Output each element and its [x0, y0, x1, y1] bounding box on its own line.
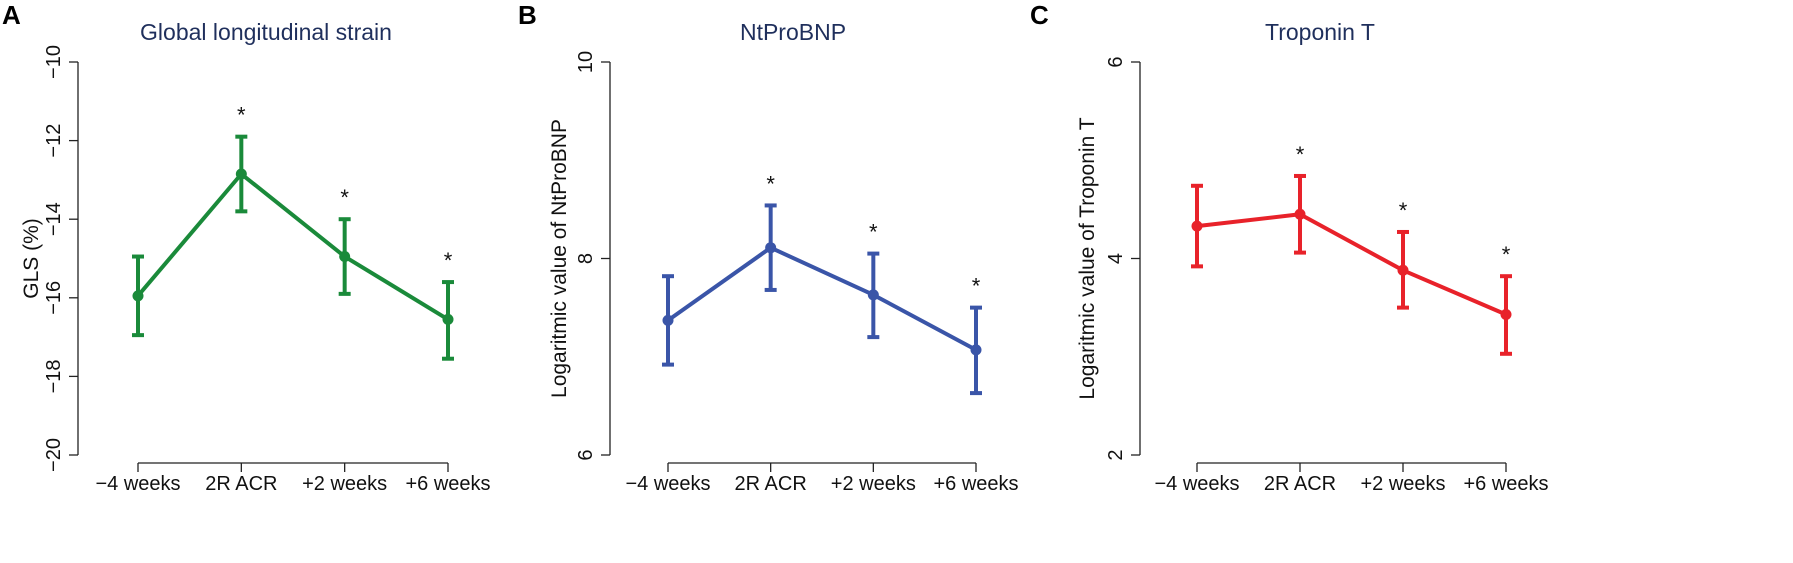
significance-marker: * — [237, 103, 246, 128]
y-tick-label: −14 — [43, 202, 65, 236]
data-point — [1500, 309, 1512, 321]
data-point — [662, 314, 674, 326]
data-point — [1294, 208, 1306, 220]
data-point — [132, 290, 144, 302]
chart-title: Global longitudinal strain — [140, 19, 392, 45]
x-tick-label: −4 weeks — [95, 473, 180, 495]
y-tick-label: 6 — [1105, 56, 1127, 67]
x-tick-label: +6 weeks — [1463, 473, 1548, 495]
significance-marker: * — [869, 220, 878, 245]
y-axis-title: Logaritmic value of NtProBNP — [548, 119, 571, 398]
x-tick-label: −4 weeks — [1154, 473, 1239, 495]
y-tick-label: 6 — [575, 449, 597, 460]
y-tick-label: 4 — [1105, 253, 1127, 264]
significance-marker: * — [1296, 142, 1305, 167]
data-point — [339, 251, 351, 263]
chart-panel-c: C Troponin T 2 4 6 Logaritmic value of Tropon… — [1030, 0, 1549, 495]
data-point — [1397, 264, 1409, 276]
data-point — [970, 344, 982, 356]
x-tick-label: +2 weeks — [1360, 473, 1445, 495]
x-tick-label: +6 weeks — [933, 473, 1018, 495]
data-point — [235, 168, 247, 180]
y-tick-label: −16 — [43, 281, 65, 315]
significance-marker: * — [340, 185, 349, 210]
panel-letter: B — [518, 0, 537, 30]
x-tick-label: +6 weeks — [405, 473, 490, 495]
y-tick-label: −10 — [43, 45, 65, 79]
x-tick-label: 2R ACR — [735, 473, 807, 495]
chart-title: NtProBNP — [740, 19, 846, 45]
y-tick-label: 8 — [575, 253, 597, 264]
chart-panel-a: A Global longitudinal strain −20 −18 −16 −14 −… — [2, 0, 491, 495]
series-line — [136, 172, 450, 322]
y-tick-label: −12 — [43, 124, 65, 158]
y-tick-label: −18 — [43, 359, 65, 393]
y-tick-label: −20 — [43, 438, 65, 472]
significance-marker: * — [1399, 198, 1408, 223]
y-axis-title: GLS (%) — [20, 218, 43, 299]
x-tick-label: +2 weeks — [831, 473, 916, 495]
x-tick-label: −4 weeks — [625, 473, 710, 495]
series-line — [1196, 212, 1507, 317]
x-tick-label: 2R ACR — [205, 473, 277, 495]
significance-marker: * — [972, 274, 981, 299]
data-point — [1191, 220, 1203, 232]
chart-title: Troponin T — [1265, 19, 1375, 45]
y-tick-label: 2 — [1105, 449, 1127, 460]
x-tick-label: 2R ACR — [1264, 473, 1336, 495]
data-point — [765, 242, 777, 254]
significance-marker: * — [1502, 242, 1511, 267]
data-point — [442, 313, 454, 325]
panel-letter: A — [2, 0, 21, 30]
series-line — [666, 245, 977, 352]
y-tick-label: 10 — [575, 51, 597, 73]
panel-letter: C — [1030, 0, 1049, 30]
x-tick-label: +2 weeks — [302, 473, 387, 495]
data-point — [867, 289, 879, 301]
chart-panel-b: B NtProBNP 6 8 10 Logaritmic value of NtProBN… — [518, 0, 1019, 495]
y-axis-title: Logaritmic value of Troponin T — [1076, 117, 1099, 399]
significance-marker: * — [444, 248, 453, 273]
significance-marker: * — [766, 171, 775, 196]
